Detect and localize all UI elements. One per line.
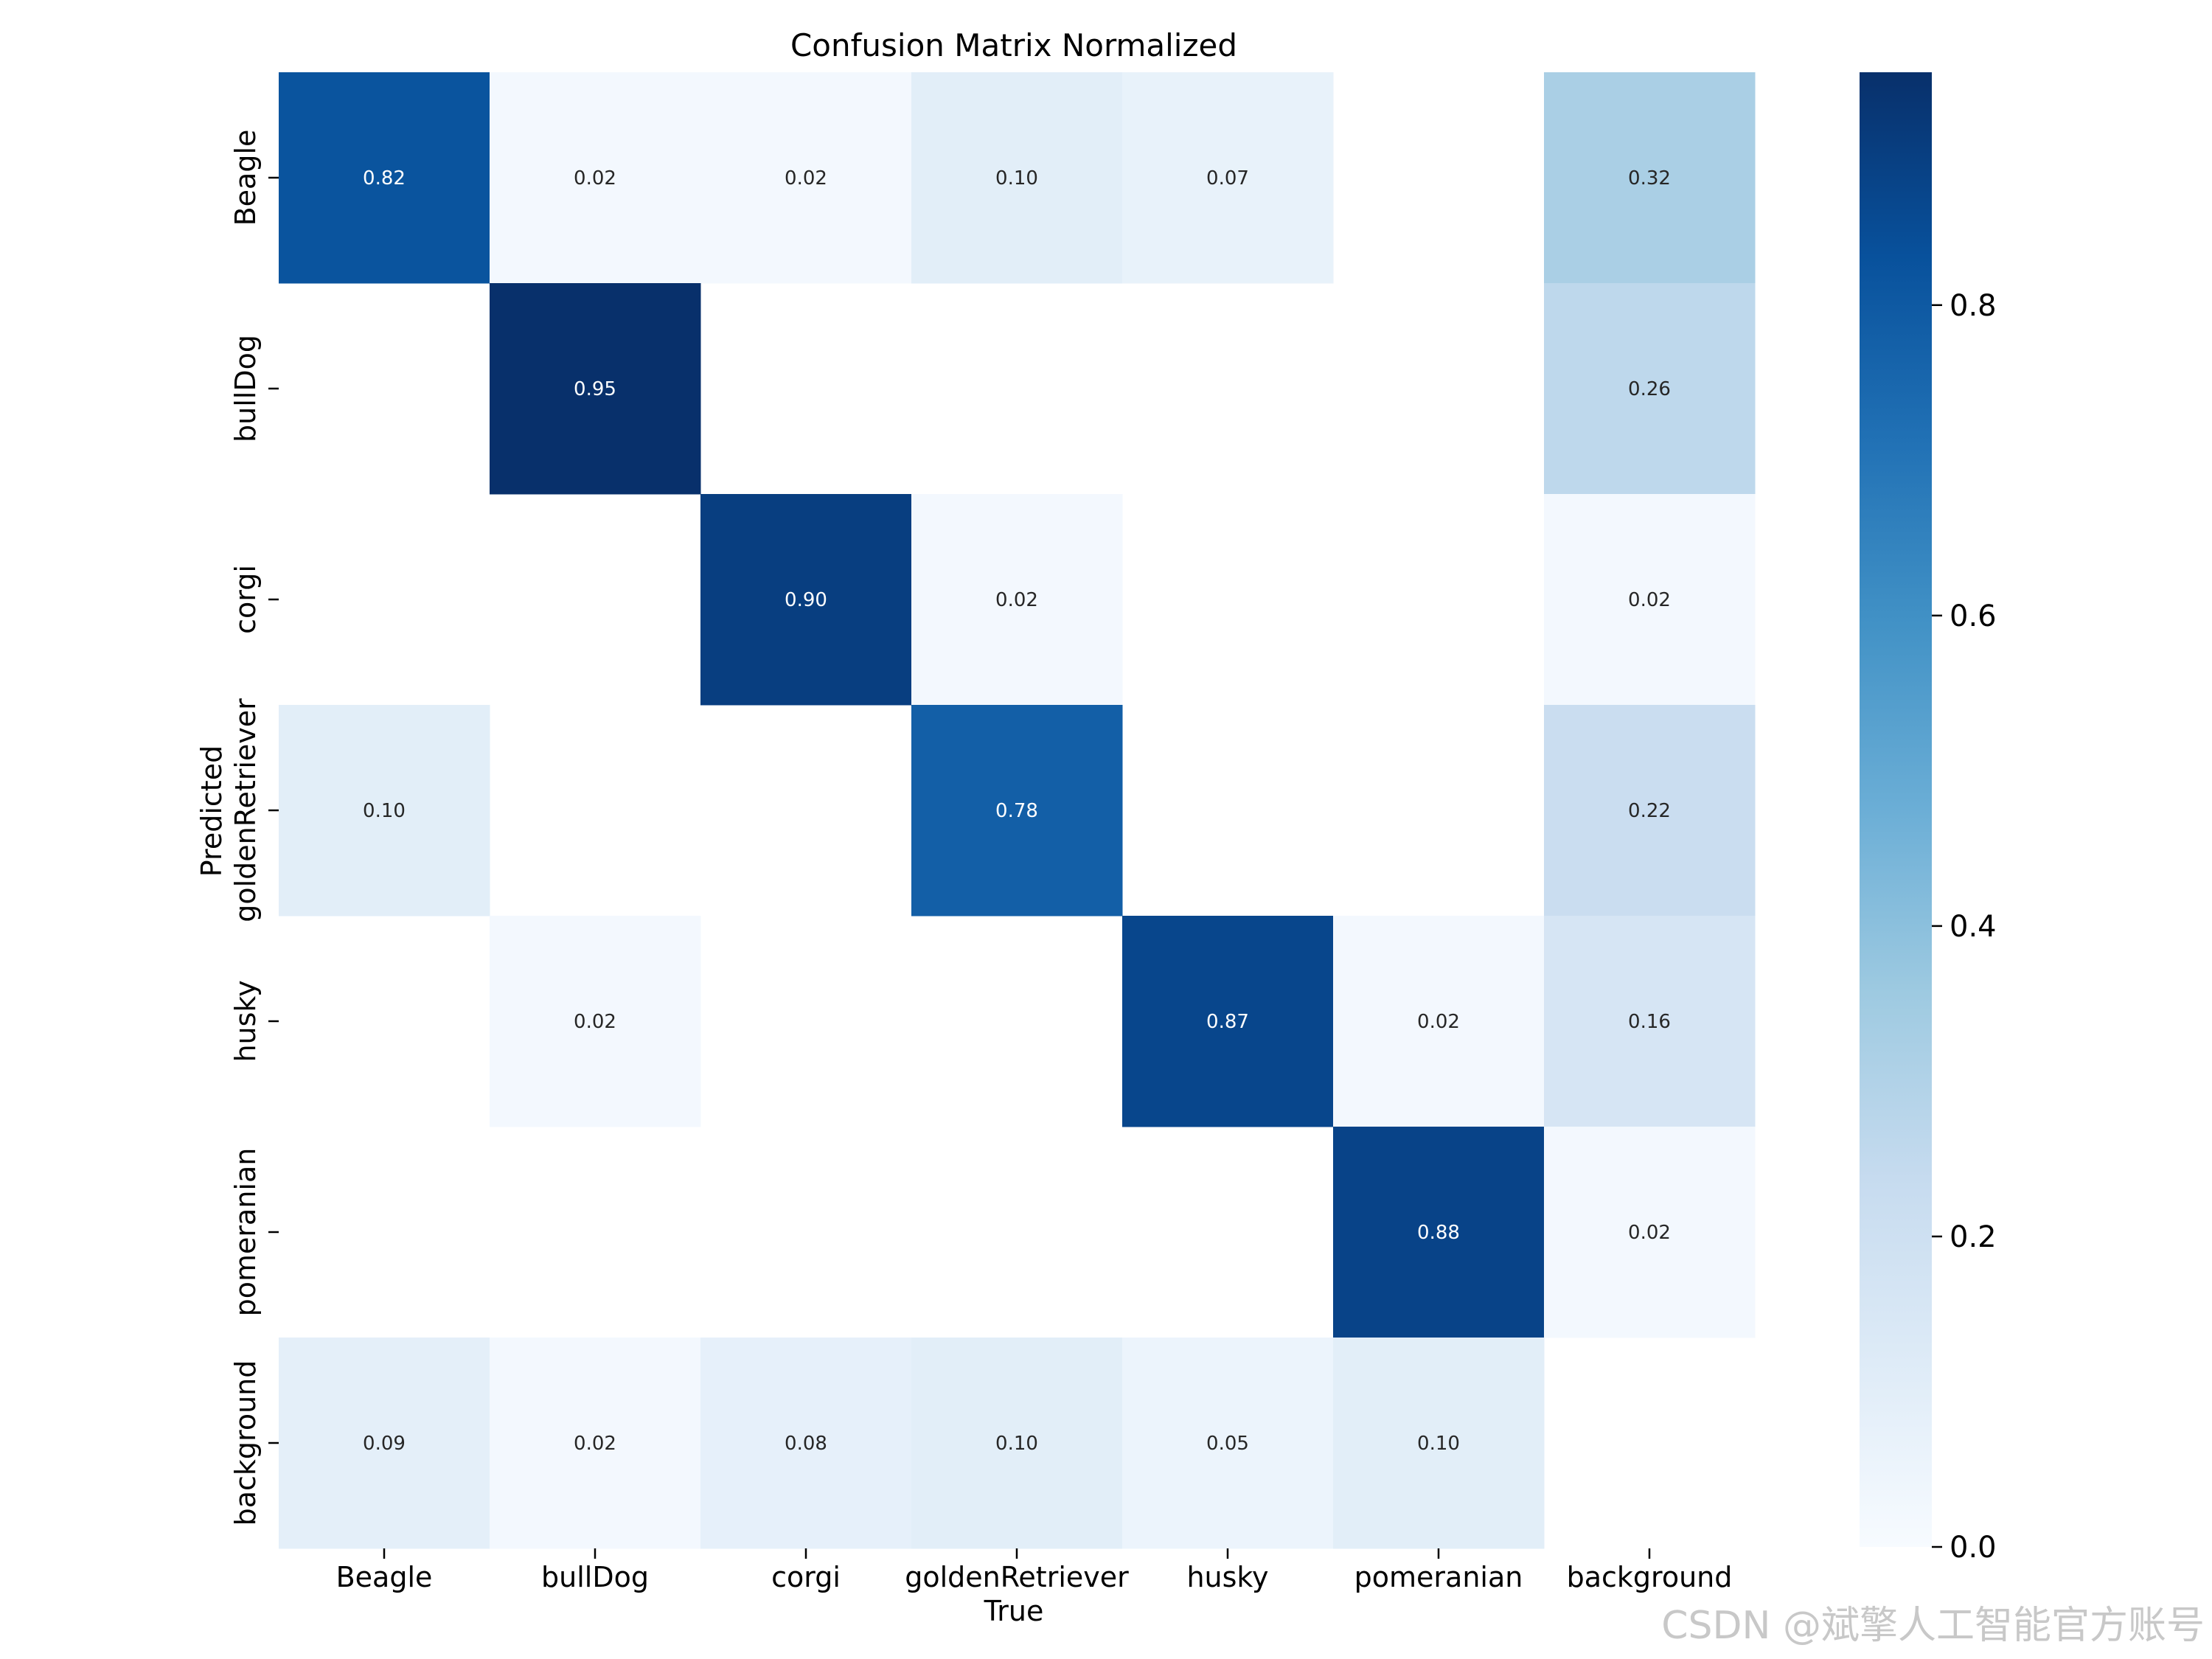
cell-value-husky-background: 0.16 — [1628, 1011, 1671, 1033]
y-tick-label-pomeranian: pomeranian — [229, 1148, 262, 1317]
cell-bullDog-bullDog — [490, 283, 701, 495]
x-tick-label-goldenRetriever: goldenRetriever — [905, 1561, 1129, 1593]
cell-value-corgi-corgi: 0.90 — [785, 589, 827, 611]
cell-pomeranian-pomeranian — [1333, 1127, 1545, 1338]
cell-bullDog-background — [1544, 283, 1756, 495]
cell-value-Beagle-bullDog: 0.02 — [574, 167, 616, 189]
cell-value-background-corgi: 0.08 — [785, 1433, 827, 1455]
cell-husky-pomeranian — [1333, 916, 1545, 1127]
cell-goldenRetriever-goldenRetriever — [911, 705, 1123, 917]
cell-Beagle-Beagle — [279, 72, 490, 284]
cell-value-pomeranian-background: 0.02 — [1628, 1222, 1671, 1244]
cell-value-background-pomeranian: 0.10 — [1417, 1433, 1460, 1455]
heatmap-cells — [279, 72, 1756, 1549]
cell-corgi-goldenRetriever — [911, 494, 1123, 706]
cell-goldenRetriever-background — [1544, 705, 1756, 917]
watermark-text: CSDN @斌擎人工智能官方账号 — [1661, 1604, 2205, 1648]
x-tick-label-pomeranian: pomeranian — [1354, 1561, 1523, 1593]
cell-husky-bullDog — [490, 916, 701, 1127]
cell-value-background-Beagle: 0.09 — [363, 1433, 406, 1455]
cell-value-Beagle-goldenRetriever: 0.10 — [995, 167, 1038, 189]
cell-Beagle-husky — [1122, 72, 1334, 284]
cell-value-bullDog-background: 0.26 — [1628, 378, 1671, 400]
y-tick-label-background: background — [229, 1360, 262, 1526]
cell-value-background-goldenRetriever: 0.10 — [995, 1433, 1038, 1455]
y-tick-label-corgi: corgi — [229, 565, 262, 634]
cell-value-goldenRetriever-Beagle: 0.10 — [363, 800, 406, 822]
cell-Beagle-background — [1544, 72, 1756, 284]
y-axis-ticks: Beagle bullDog corgi goldenRetriever husky po… — [229, 130, 279, 1526]
cell-value-pomeranian-pomeranian: 0.88 — [1417, 1222, 1460, 1244]
cell-Beagle-corgi — [700, 72, 912, 284]
cell-value-husky-bullDog: 0.02 — [574, 1011, 616, 1033]
y-tick-label-Beagle: Beagle — [229, 130, 262, 226]
cell-corgi-background — [1544, 494, 1756, 706]
colorbar-tick-label-0: 0.0 — [1950, 1531, 1997, 1565]
cell-value-corgi-background: 0.02 — [1628, 589, 1671, 611]
cell-background-pomeranian — [1333, 1338, 1545, 1549]
cell-Beagle-bullDog — [490, 72, 701, 284]
cell-value-bullDog-bullDog: 0.95 — [574, 378, 616, 400]
cell-value-Beagle-Beagle: 0.82 — [363, 167, 406, 189]
y-tick-label-bullDog: bullDog — [229, 335, 262, 442]
cell-background-corgi — [700, 1338, 912, 1549]
x-tick-label-Beagle: Beagle — [336, 1561, 433, 1593]
cell-value-goldenRetriever-goldenRetriever: 0.78 — [995, 800, 1038, 822]
x-axis-title: True — [984, 1595, 1044, 1627]
colorbar — [1860, 72, 1932, 1547]
colorbar-tick-label-1: 0.2 — [1950, 1220, 1997, 1254]
cell-value-Beagle-background: 0.32 — [1628, 167, 1671, 189]
cell-background-goldenRetriever — [911, 1338, 1123, 1549]
x-tick-label-husky: husky — [1186, 1561, 1268, 1593]
cell-background-husky — [1122, 1338, 1334, 1549]
colorbar-ticks: 0.0 0.2 0.4 0.6 0.8 — [1932, 289, 1997, 1565]
heatmap-cell-labels: 0.82 0.02 0.02 0.10 0.07 0.32 0.95 0.26 0.90 0.02… — [363, 167, 1671, 1455]
cell-pomeranian-background — [1544, 1127, 1756, 1338]
cell-value-husky-husky: 0.87 — [1206, 1011, 1249, 1033]
cell-corgi-corgi — [700, 494, 912, 706]
cell-value-Beagle-corgi: 0.02 — [785, 167, 827, 189]
colorbar-tick-label-2: 0.4 — [1950, 910, 1997, 944]
cell-value-background-husky: 0.05 — [1206, 1433, 1249, 1455]
cell-value-Beagle-husky: 0.07 — [1206, 167, 1249, 189]
y-axis-title: Predicted — [195, 745, 228, 877]
cell-background-bullDog — [490, 1338, 701, 1549]
x-tick-label-bullDog: bullDog — [541, 1561, 649, 1593]
y-tick-label-husky: husky — [229, 980, 262, 1062]
x-tick-label-corgi: corgi — [771, 1561, 841, 1593]
y-tick-label-goldenRetriever: goldenRetriever — [229, 698, 262, 922]
x-tick-label-background: background — [1567, 1561, 1733, 1593]
cell-husky-background — [1544, 916, 1756, 1127]
cell-goldenRetriever-Beagle — [279, 705, 490, 917]
x-axis-ticks: Beagle bullDog corgi goldenRetriever husky po… — [336, 1548, 1733, 1593]
cell-Beagle-goldenRetriever — [911, 72, 1123, 284]
cell-value-husky-pomeranian: 0.02 — [1417, 1011, 1460, 1033]
cell-value-corgi-goldenRetriever: 0.02 — [995, 589, 1038, 611]
colorbar-tick-label-3: 0.6 — [1950, 599, 1997, 633]
cell-value-goldenRetriever-background: 0.22 — [1628, 800, 1671, 822]
cell-background-Beagle — [279, 1338, 490, 1549]
chart-title: Confusion Matrix Normalized — [790, 27, 1237, 63]
colorbar-tick-label-4: 0.8 — [1950, 289, 1997, 323]
cell-husky-husky — [1122, 916, 1334, 1127]
cell-value-background-bullDog: 0.02 — [574, 1433, 616, 1455]
